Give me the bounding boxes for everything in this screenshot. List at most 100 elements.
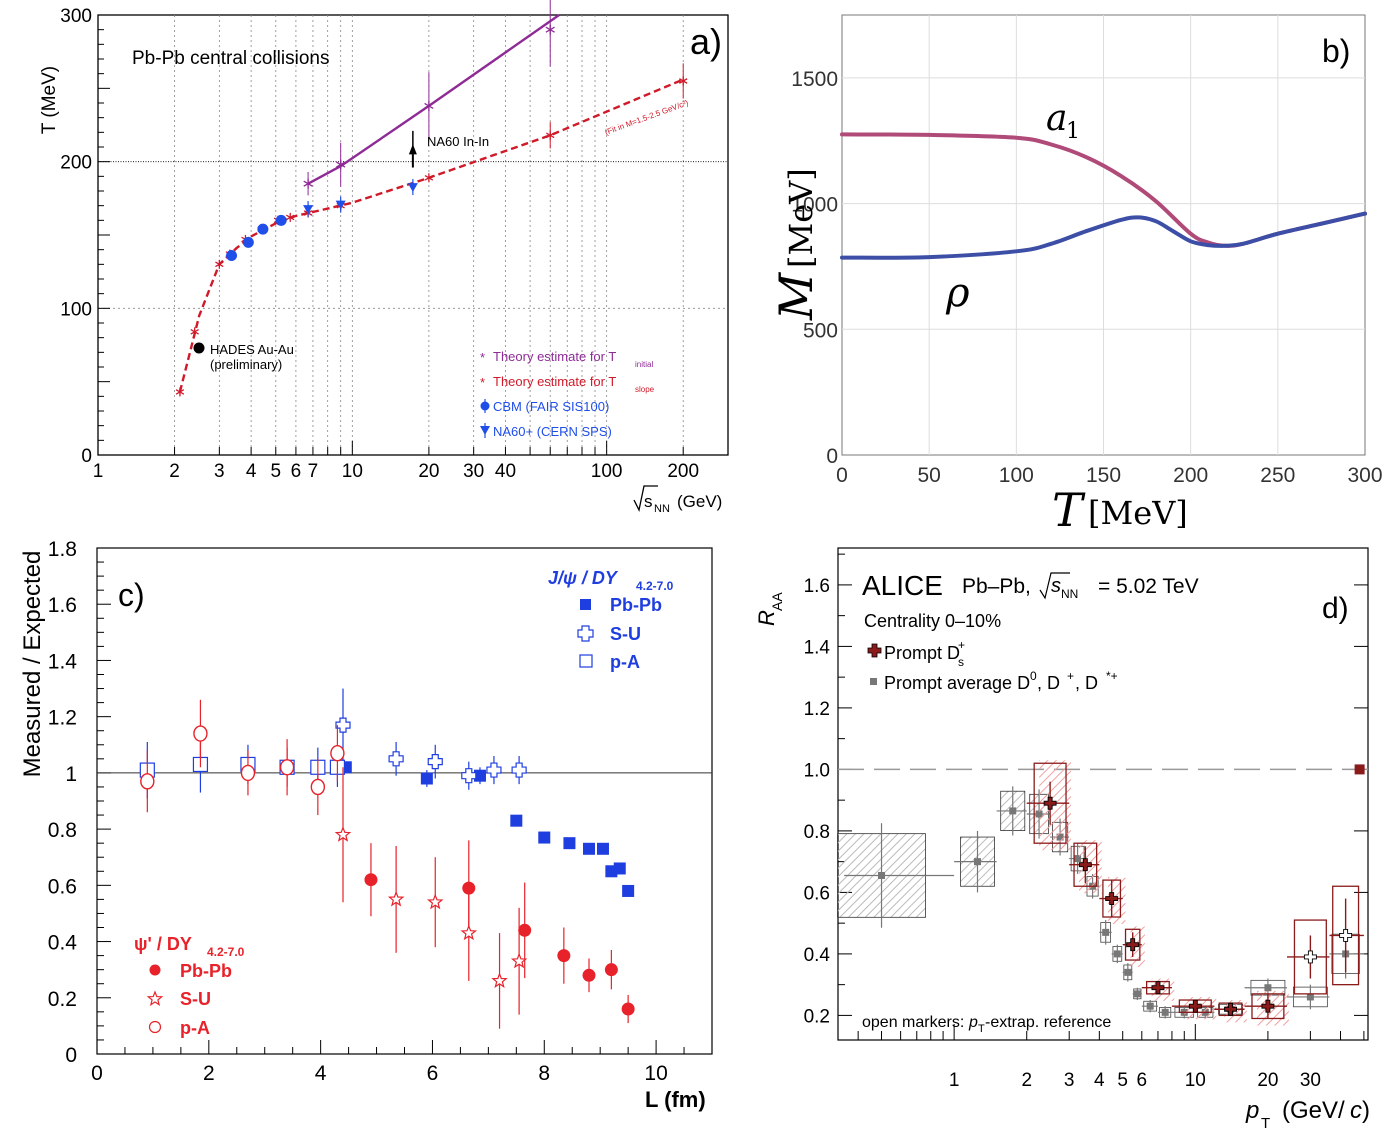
- d-note-2: -extrap. reference: [985, 1014, 1111, 1031]
- ds-point: [1043, 796, 1057, 810]
- x-tick-label: 6: [291, 461, 302, 482]
- avg-d-point: [878, 871, 886, 879]
- x-tick-label: 200: [667, 461, 699, 482]
- y-tick-label: 0: [826, 445, 838, 468]
- d-xlabel-c: c: [1350, 1097, 1362, 1124]
- y-tick-label: 1000: [791, 194, 838, 217]
- y-tick-label: 0.6: [48, 875, 77, 898]
- psip-pbpb-point: [557, 949, 571, 963]
- y-tick-label: 1.6: [48, 594, 77, 617]
- y-tick-label: 0.8: [804, 822, 830, 843]
- legend-cross-icon: [867, 643, 882, 658]
- x-tick-label: 150: [1086, 464, 1121, 487]
- t-initial-point: [336, 159, 346, 170]
- legend-asterisk-icon: *: [480, 350, 485, 365]
- d-ylabel-aa: AA: [769, 592, 785, 611]
- y-tick-label: 0.4: [48, 932, 78, 955]
- y-tick-label: 0.2: [804, 1006, 830, 1027]
- x-tick-label: 20: [418, 461, 439, 482]
- panel-d: 0.20.40.60.81.01.21.41.61 2 3 4 5 6 10 20 30 d) …: [754, 547, 1370, 1132]
- psip-su-point: [387, 890, 405, 907]
- x-tick-label: 5: [270, 461, 281, 482]
- legend-t-slope: Theory estimate for T: [493, 374, 616, 389]
- x-tick-label: 40: [495, 461, 516, 482]
- ds-point: [1105, 892, 1119, 905]
- arrow-up-icon: [408, 144, 417, 155]
- b-ylabel-m: M: [769, 271, 823, 321]
- panel-c-x-axis-label: L (fm): [645, 1087, 706, 1112]
- ds-point: [1224, 1002, 1238, 1016]
- asterisk-stroke: [286, 214, 295, 221]
- t-initial-point: [424, 100, 434, 111]
- avg-d-point: [1306, 993, 1314, 1001]
- t-slope-point: [190, 327, 199, 337]
- cbm-point: [242, 236, 254, 248]
- d-legend-dstar: *+: [1106, 669, 1118, 683]
- psip-su-point: [334, 826, 352, 842]
- panel-b-grid: [842, 15, 1365, 455]
- y-tick-label: 100: [60, 299, 92, 320]
- ds-point: [1188, 999, 1202, 1013]
- y-tick-label: 1.4: [48, 650, 78, 673]
- x-tick-label: 7: [308, 461, 319, 482]
- d-xlabel-p: p: [1245, 1097, 1259, 1124]
- ds-point: [1339, 929, 1353, 942]
- jpsi-pbpb-point: [473, 769, 486, 782]
- y-tick-label: 0.8: [48, 819, 77, 842]
- asterisk-stroke: [424, 102, 434, 109]
- legend-t-initial-sub: initial: [635, 360, 653, 369]
- panel-d-note: open markers: p T -extrap. reference: [862, 1014, 1111, 1035]
- legend-na60plus: NA60+ (CERN SPS): [493, 424, 612, 439]
- panel-d-plot-area: [837, 760, 1368, 1026]
- x-tick-label: 4: [246, 461, 257, 482]
- asterisk-stroke: [678, 78, 688, 84]
- panel-d-frame: [837, 547, 1369, 1041]
- jpsi-pbpb-point: [596, 842, 609, 855]
- d-xlabel-unit: (GeV/: [1282, 1097, 1345, 1124]
- asterisk-stroke: [545, 132, 555, 139]
- jpsi-legend-su: S-U: [610, 624, 641, 644]
- psip-pbpb-point: [604, 963, 618, 977]
- avg-d-point: [1074, 855, 1082, 863]
- y-tick-label: 0.4: [804, 945, 831, 966]
- psip-pa-point: [279, 759, 295, 776]
- psip-su-point: [491, 972, 508, 988]
- avg-d-point: [1133, 990, 1141, 998]
- psip-pbpb-point: [364, 873, 378, 887]
- asterisk-stroke: [424, 174, 434, 181]
- legend-asterisk-icon: *: [480, 375, 485, 390]
- asterisk-stroke: [336, 161, 346, 168]
- panel-a-ticks: 0 100 200 300 1 2 3 4 5 6 7 10 20 30 40 100 200: [60, 6, 699, 482]
- x-tick-label: 250: [1260, 464, 1295, 487]
- normalization-box: [1354, 764, 1365, 775]
- x-tick-label: 30: [463, 461, 484, 482]
- panel-d-centrality: Centrality 0–10%: [864, 611, 1001, 631]
- panel-a-frame: [97, 14, 729, 456]
- ds-point: [1126, 938, 1140, 952]
- y-tick-label: 1.0: [804, 760, 830, 781]
- jpsi-su-point: [427, 754, 443, 770]
- asterisk-stroke: [190, 328, 199, 335]
- panel-a-grid: [98, 15, 728, 455]
- y-tick-label: 1.2: [804, 699, 830, 720]
- t-initial-line: [307, 14, 560, 185]
- panel-d-ticks: 0.2 0.4 0.6 0.8 1.0 1.2 1.4 1.6 1 2 3 4 5 6 10 20 30: [804, 553, 1368, 1091]
- x-tick-label: 0: [836, 464, 848, 487]
- d-legend-ds: Prompt D: [884, 643, 960, 663]
- x-tick-label: 6: [427, 1062, 439, 1085]
- psip-pa-point: [310, 778, 326, 796]
- x-tick-label: 1: [93, 461, 104, 482]
- x-tick-label: 5: [1117, 1070, 1128, 1091]
- panel-c-plot-area: [97, 688, 712, 1029]
- panel-a-y-axis-label: T (MeV): [39, 66, 60, 134]
- jpsi-su-point: [486, 762, 502, 778]
- avg-d-point: [1124, 968, 1132, 976]
- psip-pbpb-point: [518, 923, 532, 937]
- psip-legend-pbpb: Pb-Pb: [180, 961, 232, 981]
- jpsi-legend-pbpb: Pb-Pb: [610, 595, 662, 615]
- panel-d-subtitle-system: Pb–Pb,: [962, 575, 1031, 598]
- avg-d-point: [1264, 984, 1272, 992]
- d-legend-d0: 0: [1030, 669, 1037, 683]
- t-slope-point: [215, 259, 224, 269]
